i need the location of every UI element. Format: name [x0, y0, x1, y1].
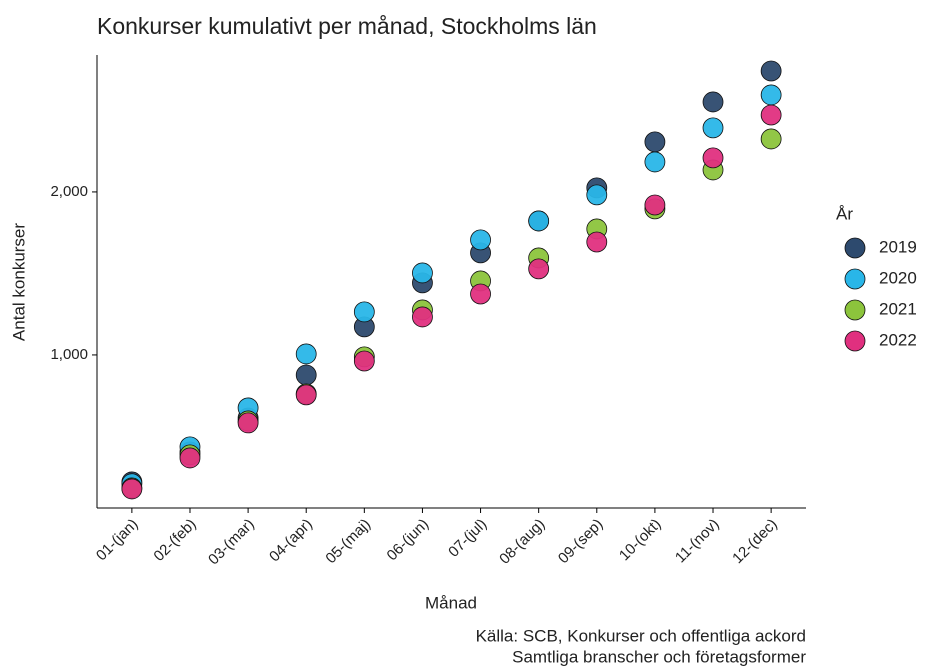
point [295, 384, 317, 406]
point [702, 147, 724, 169]
legend-swatch [844, 268, 866, 290]
legend-title: År [836, 204, 853, 223]
x-tick-label: 12-(dec) [729, 516, 781, 568]
point [760, 60, 782, 82]
legend-label: 2022 [879, 330, 917, 349]
y-tick-label: 1,000 [50, 346, 88, 363]
point [353, 350, 375, 372]
caption: Källa: SCB, Konkurser och offentliga ack… [476, 626, 806, 645]
point [353, 301, 375, 323]
x-tick-label: 06-(jun) [384, 516, 433, 565]
point [702, 117, 724, 139]
legend-swatch [844, 330, 866, 352]
y-tick-label: 2,000 [50, 183, 88, 200]
point [760, 84, 782, 106]
point [412, 262, 433, 284]
point [586, 231, 608, 253]
point [179, 447, 201, 469]
point [644, 194, 666, 216]
point [295, 364, 317, 386]
x-axis-title: Månad [425, 593, 477, 612]
x-tick-label: 02-(feb) [150, 516, 199, 565]
point [237, 412, 259, 434]
point [702, 91, 724, 113]
x-tick-label: 01-(jan) [93, 516, 142, 565]
legend-label: 2021 [879, 299, 917, 318]
legend-label: 2019 [879, 237, 917, 256]
x-tick-label: 09-(sep) [555, 516, 607, 568]
point [412, 306, 433, 328]
legend-swatch [844, 237, 866, 259]
caption: Samtliga branscher och företagsformer [512, 647, 806, 666]
point [470, 229, 491, 251]
point [528, 258, 550, 280]
x-tick-label: 08-(aug) [496, 516, 548, 568]
x-tick-label: 03-(mar) [205, 516, 258, 569]
point [586, 184, 608, 206]
x-tick-label: 10-(okt) [616, 516, 665, 565]
legend-label: 2020 [879, 268, 917, 287]
x-tick-label: 05-(maj) [322, 516, 374, 568]
chart-title: Konkurser kumulativt per månad, Stockhol… [97, 13, 597, 39]
point [121, 478, 143, 500]
x-tick-label: 04-(apr) [266, 516, 316, 566]
point [528, 210, 550, 232]
point [760, 104, 782, 126]
point [644, 151, 666, 173]
x-tick-label: 11-(nov) [672, 516, 723, 567]
x-tick-label: 07-(jul) [445, 516, 490, 561]
point [470, 283, 491, 305]
point [644, 131, 666, 153]
point [760, 128, 782, 150]
legend-swatch [844, 299, 866, 321]
y-axis-title: Antal konkurser [9, 223, 28, 341]
point [295, 343, 317, 365]
